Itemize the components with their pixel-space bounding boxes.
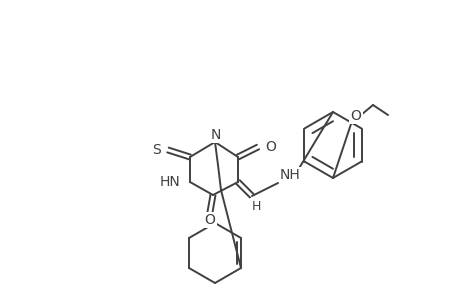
Text: O: O — [264, 140, 275, 154]
Text: S: S — [152, 143, 161, 157]
Text: O: O — [204, 213, 215, 227]
Text: H: H — [251, 200, 260, 212]
Text: N: N — [210, 128, 221, 142]
Text: NH: NH — [280, 168, 300, 182]
Text: HN: HN — [159, 175, 179, 189]
Text: O: O — [350, 109, 361, 123]
